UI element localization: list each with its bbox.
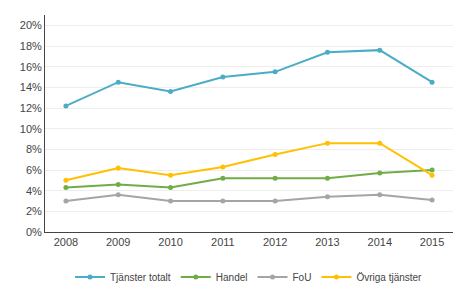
svg-text:2009: 2009 [106, 236, 130, 248]
svg-text:Handel: Handel [216, 272, 248, 283]
svg-text:Övriga tjänster: Övriga tjänster [356, 272, 422, 283]
svg-text:16%: 16% [20, 61, 42, 73]
svg-text:8%: 8% [26, 143, 42, 155]
svg-text:10%: 10% [20, 123, 42, 135]
svg-text:2014: 2014 [368, 236, 392, 248]
svg-text:0%: 0% [26, 226, 42, 238]
svg-text:2013: 2013 [315, 236, 339, 248]
svg-text:2012: 2012 [263, 236, 287, 248]
svg-text:2008: 2008 [54, 236, 78, 248]
svg-text:14%: 14% [20, 81, 42, 93]
svg-text:18%: 18% [20, 40, 42, 52]
svg-text:2015: 2015 [420, 236, 444, 248]
svg-text:2%: 2% [26, 205, 42, 217]
svg-text:FoU: FoU [293, 272, 312, 283]
svg-text:2010: 2010 [158, 236, 182, 248]
svg-text:20%: 20% [20, 19, 42, 31]
svg-text:6%: 6% [26, 164, 42, 176]
svg-text:2011: 2011 [211, 236, 235, 248]
svg-text:4%: 4% [26, 185, 42, 197]
svg-text:Tjänster totalt: Tjänster totalt [110, 272, 171, 283]
svg-text:12%: 12% [20, 102, 42, 114]
